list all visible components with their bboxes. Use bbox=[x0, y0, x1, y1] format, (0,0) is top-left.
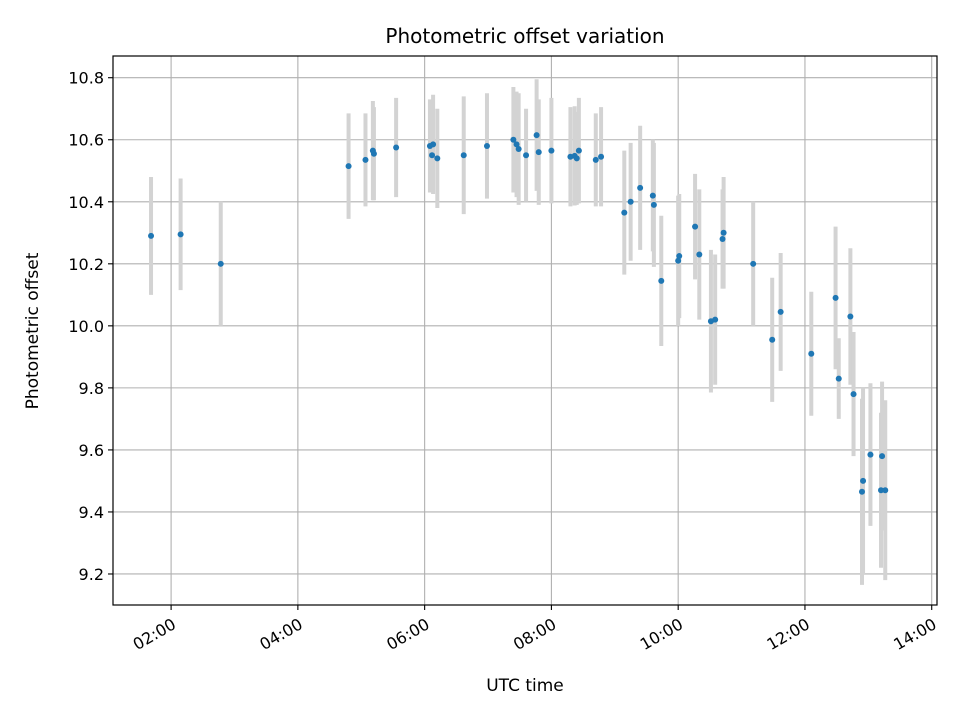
data-point bbox=[808, 350, 815, 357]
y-tick-label: 9.2 bbox=[79, 565, 104, 584]
data-point bbox=[627, 198, 634, 205]
data-point bbox=[460, 152, 467, 159]
data-point bbox=[393, 144, 400, 151]
data-point bbox=[692, 223, 699, 230]
y-axis-ticks: 9.2 9.4 9.6 9.8 10.0 10.2 10.4 10.6 10.8 bbox=[68, 69, 113, 584]
data-point bbox=[430, 141, 437, 148]
data-point bbox=[217, 260, 224, 267]
data-point bbox=[832, 294, 839, 301]
data-point bbox=[510, 136, 517, 143]
data-point bbox=[362, 156, 369, 163]
data-point bbox=[548, 147, 555, 154]
data-point bbox=[345, 163, 352, 170]
data-point bbox=[592, 156, 599, 163]
data-point bbox=[867, 451, 874, 458]
data-point bbox=[429, 152, 436, 159]
data-point bbox=[696, 251, 703, 258]
y-tick-label: 10.6 bbox=[68, 131, 104, 150]
data-point bbox=[598, 153, 605, 160]
data-point bbox=[879, 453, 886, 460]
y-tick-label: 10.0 bbox=[68, 317, 104, 336]
data-point bbox=[177, 231, 184, 238]
data-point bbox=[523, 152, 530, 159]
data-point bbox=[573, 155, 580, 162]
data-point bbox=[878, 487, 885, 494]
data-point bbox=[835, 375, 842, 382]
chart-title: Photometric offset variation bbox=[385, 24, 664, 48]
y-tick-label: 10.4 bbox=[68, 193, 104, 212]
data-point bbox=[650, 201, 657, 208]
data-point bbox=[370, 150, 377, 157]
data-point bbox=[719, 236, 726, 242]
plot-frame bbox=[112, 55, 938, 606]
y-tick-label: 9.6 bbox=[79, 441, 104, 460]
data-point bbox=[513, 141, 520, 148]
y-tick-label: 9.4 bbox=[79, 503, 104, 522]
data-point bbox=[750, 260, 757, 267]
y-tick-label: 10.8 bbox=[68, 69, 104, 88]
data-point bbox=[649, 192, 656, 199]
y-tick-label: 10.2 bbox=[68, 255, 104, 274]
data-point bbox=[434, 155, 441, 162]
x-axis-title: UTC time bbox=[486, 676, 564, 696]
data-point bbox=[850, 391, 857, 398]
data-point bbox=[533, 132, 540, 139]
data-point bbox=[575, 147, 582, 154]
data-point bbox=[847, 313, 854, 320]
data-point bbox=[769, 336, 776, 343]
data-point bbox=[720, 229, 727, 236]
data-point bbox=[675, 257, 682, 264]
data-point bbox=[860, 477, 867, 484]
data-point bbox=[148, 232, 155, 239]
data-point bbox=[535, 149, 542, 156]
data-point bbox=[777, 308, 784, 315]
data-point bbox=[882, 487, 889, 494]
data-point bbox=[676, 253, 683, 260]
data-point bbox=[637, 184, 644, 191]
data-point bbox=[858, 488, 865, 495]
y-tick-label: 9.8 bbox=[79, 379, 104, 398]
y-axis-title: Photometric offset bbox=[23, 252, 43, 409]
data-point bbox=[515, 146, 522, 153]
data-point bbox=[712, 316, 719, 323]
data-point bbox=[621, 209, 628, 216]
data-point bbox=[483, 142, 490, 149]
data-points bbox=[148, 132, 889, 495]
data-point bbox=[658, 277, 665, 284]
